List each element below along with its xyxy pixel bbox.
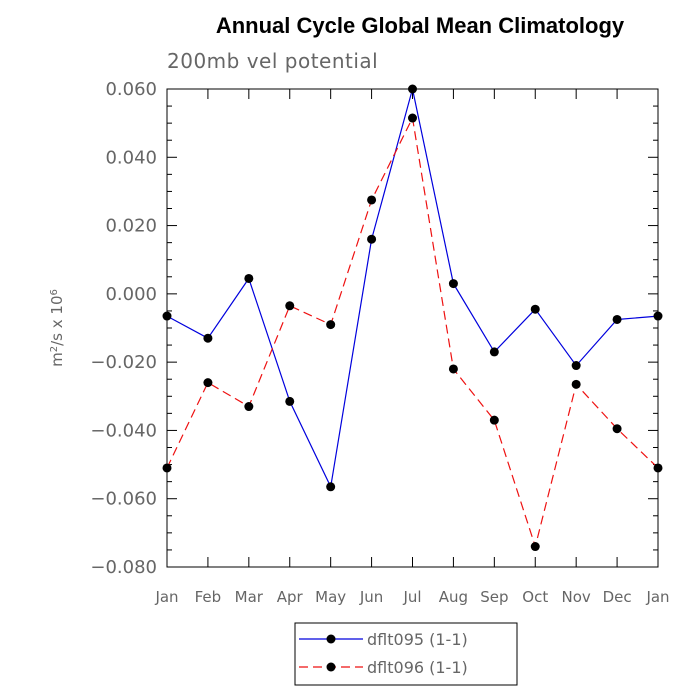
x-tick-label: Dec [603, 588, 632, 606]
data-point-series2 [530, 542, 540, 552]
data-point-series2 [285, 301, 295, 311]
data-point-series1 [653, 311, 663, 321]
y-tick-label: −0.040 [90, 420, 157, 441]
series-line-2 [166, 116, 659, 549]
series-markers [162, 84, 663, 552]
y-tick-label: 0.060 [105, 79, 157, 100]
legend-marker-dflt096 [326, 662, 336, 672]
chart-subtitle: 200mb vel potential [167, 49, 378, 73]
plot-frame [166, 88, 659, 568]
x-tick-label: Mar [235, 588, 264, 606]
y-tick-label: −0.080 [90, 557, 157, 578]
y-tick-label: −0.020 [90, 352, 157, 373]
data-point-series2 [326, 320, 336, 330]
legend-box [294, 622, 518, 686]
x-tick-label: Sep [480, 588, 508, 606]
x-tick-label: Aug [439, 588, 468, 606]
data-point-series1 [367, 234, 377, 244]
legend-marker-dflt095 [326, 634, 336, 644]
data-point-series2 [408, 113, 417, 123]
data-point-series1 [571, 361, 581, 371]
data-point-series1 [285, 396, 295, 406]
data-point-series1 [326, 482, 336, 492]
x-tick-label: Nov [562, 588, 591, 606]
y-tick-label: 0.000 [105, 284, 157, 305]
x-tick-label: Jan [154, 588, 178, 606]
x-tick-label: Apr [277, 588, 304, 606]
data-point-series2 [612, 424, 622, 434]
legend: dflt095 (1-1) dflt096 (1-1) [294, 622, 518, 686]
data-point-series2 [489, 415, 499, 425]
legend-label-dflt096: dflt096 (1-1) [367, 658, 468, 677]
data-point-series1 [408, 84, 417, 94]
x-tick-labels: Jan Feb Mar Apr May Jun Jul Aug Sep Oct Nov Dec Jan [154, 588, 669, 606]
data-point-series1 [203, 333, 213, 343]
data-point-series2 [448, 364, 458, 374]
y-axis-label-sup1: 2 [49, 346, 60, 352]
chart-title: Annual Cycle Global Mean Climatology [216, 13, 625, 38]
x-tick-label: Jul [402, 588, 421, 606]
data-point-series1 [612, 314, 622, 324]
data-point-series1 [448, 279, 458, 289]
data-point-series2 [162, 463, 172, 473]
data-point-series2 [244, 402, 254, 412]
series-line-1 [166, 88, 659, 489]
data-point-series1 [162, 311, 172, 321]
y-axis-label: m2/s x 106 [48, 289, 66, 367]
axis-ticks [166, 88, 659, 568]
x-tick-label: Feb [195, 588, 222, 606]
data-point-series2 [653, 463, 663, 473]
data-point-series2 [203, 378, 213, 388]
data-point-series1 [530, 304, 540, 314]
x-tick-label: May [315, 588, 346, 606]
y-axis-label-mid: /s x 10 [48, 296, 66, 346]
y-axis-label-base: m [48, 352, 66, 367]
x-tick-label: Jun [359, 588, 383, 606]
x-tick-label: Jan [645, 588, 669, 606]
data-point-series2 [571, 379, 581, 389]
x-tick-label: Oct [522, 588, 548, 606]
y-axis-label-sup2: 6 [49, 289, 60, 295]
data-point-series2 [367, 195, 377, 205]
y-tick-label: 0.020 [105, 216, 157, 237]
y-tick-labels: 0.060 0.040 0.020 0.000 −0.020 −0.040 −0.060 −0… [90, 79, 157, 578]
data-point-series1 [489, 347, 499, 357]
y-tick-label: 0.040 [105, 147, 157, 168]
data-point-series1 [244, 273, 254, 283]
series-lines [166, 88, 659, 549]
y-tick-label: −0.060 [90, 489, 157, 510]
legend-label-dflt095: dflt095 (1-1) [367, 630, 468, 649]
